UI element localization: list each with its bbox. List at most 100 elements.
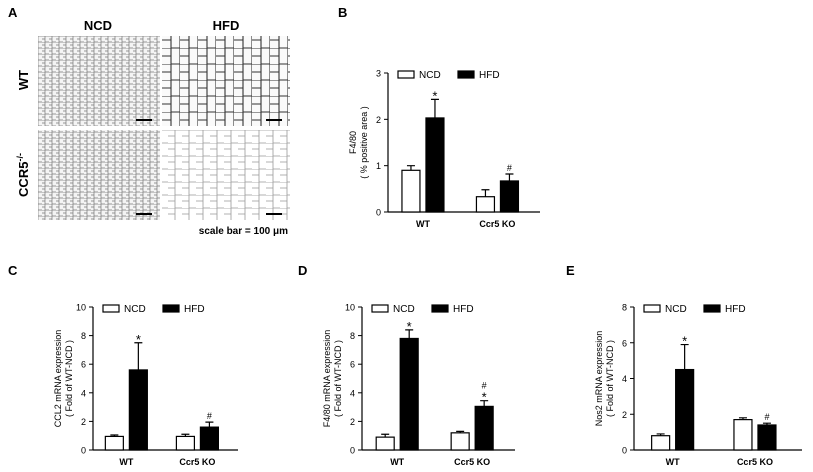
y-tick-label: 10 — [345, 303, 355, 313]
bar — [128, 369, 148, 451]
legend-swatch — [457, 70, 475, 79]
error-bar — [181, 433, 190, 437]
bar — [399, 337, 419, 451]
x-tick-label: WT — [416, 219, 430, 229]
y-axis-label: Nos2 mRNA expression — [594, 331, 604, 427]
bar — [104, 435, 124, 451]
legend-label: NCD — [419, 70, 441, 81]
significance-mark: # — [207, 411, 212, 421]
bar — [757, 424, 777, 451]
y-tick-label: 4 — [81, 388, 86, 398]
bar — [175, 435, 195, 451]
x-tick-label: Ccr5 KO — [454, 457, 490, 467]
x-tick-label: WT — [390, 457, 404, 467]
x-tick-label: Ccr5 KO — [737, 457, 773, 467]
error-bar — [738, 417, 747, 420]
row-label-superscript: -/- — [15, 153, 25, 162]
row-label-text: CCR5 — [16, 162, 31, 197]
legend-label: HFD — [479, 70, 500, 81]
y-tick-label: 10 — [76, 303, 86, 313]
x-tick-label: Ccr5 KO — [179, 457, 215, 467]
bar — [474, 405, 494, 451]
x-tick-label: WT — [666, 457, 680, 467]
error-bar — [405, 329, 414, 339]
error-bar — [430, 98, 439, 118]
legend-swatch — [102, 304, 120, 313]
x-tick-label: Ccr5 KO — [479, 219, 515, 229]
y-tick-label: 1 — [376, 161, 381, 171]
legend-swatch — [397, 70, 415, 79]
legend-swatch — [703, 304, 721, 313]
y-tick-label: 2 — [81, 417, 86, 427]
y-axis-label: CCL2 mRNA expression — [53, 330, 63, 428]
y-axis-label: ( Fold of WT-NCD ) — [64, 340, 74, 417]
legend-swatch — [431, 304, 449, 313]
bar — [450, 432, 470, 451]
bar — [675, 368, 695, 451]
error-bar — [406, 165, 415, 171]
y-tick-label: 2 — [350, 417, 355, 427]
legend-label: HFD — [725, 304, 746, 315]
y-tick-label: 0 — [376, 208, 381, 218]
legend-label: HFD — [453, 304, 474, 315]
significance-mark: # — [764, 412, 769, 422]
panel-letter: A — [8, 5, 18, 20]
legend-swatch — [162, 304, 180, 313]
significance-mark: * — [136, 332, 141, 347]
bar — [475, 196, 496, 213]
y-tick-label: 6 — [81, 360, 86, 370]
legend-swatch — [371, 304, 389, 313]
panel-letter: D — [298, 263, 307, 278]
error-bar — [456, 430, 465, 433]
legend-label: NCD — [124, 304, 146, 315]
y-axis-label: ( Fold of WT-NCD ) — [333, 340, 343, 417]
legend-label: HFD — [184, 304, 205, 315]
significance-mark: * — [407, 319, 412, 334]
y-tick-label: 4 — [622, 374, 627, 384]
significance-mark: * — [432, 88, 437, 103]
histology-image — [38, 36, 160, 126]
y-axis-label: ( % positive area ) — [359, 106, 369, 179]
bar — [425, 117, 445, 213]
bar — [651, 435, 671, 451]
y-tick-label: 0 — [350, 446, 355, 456]
error-bar — [480, 400, 489, 407]
histology-image — [162, 130, 290, 220]
error-bar — [505, 173, 514, 181]
panel-letter: C — [8, 263, 18, 278]
significance-mark: # — [482, 381, 487, 391]
y-axis-label: ( Fold of WT-NCD ) — [605, 340, 615, 417]
error-bar — [762, 422, 771, 425]
y-axis-label: F4/80 mRNA expression — [322, 330, 332, 428]
bar — [199, 426, 219, 451]
bar — [401, 169, 421, 213]
y-tick-label: 0 — [622, 446, 627, 456]
error-bar — [481, 189, 490, 197]
y-tick-label: 8 — [81, 331, 86, 341]
y-tick-label: 2 — [376, 115, 381, 125]
error-bar — [205, 421, 214, 428]
error-bar — [656, 433, 665, 436]
y-tick-label: 8 — [350, 331, 355, 341]
panel-letter: B — [338, 5, 347, 20]
error-bar — [381, 433, 390, 438]
y-tick-label: 8 — [622, 303, 627, 313]
significance-mark: * — [682, 334, 687, 349]
scale-bar-label: scale bar = 100 μm — [199, 226, 288, 237]
y-tick-label: 2 — [622, 410, 627, 420]
row-label: CCR5-/- — [15, 153, 31, 197]
legend-label: NCD — [393, 304, 415, 315]
y-tick-label: 0 — [81, 446, 86, 456]
panel-letter: E — [566, 263, 575, 278]
row-label: WT — [16, 70, 31, 90]
bar — [733, 419, 753, 451]
bar — [499, 180, 520, 213]
y-tick-label: 3 — [376, 69, 381, 79]
y-axis-label: F4/80 — [348, 131, 358, 154]
column-label: HFD — [213, 18, 240, 33]
y-tick-label: 4 — [350, 388, 355, 398]
bar — [375, 436, 395, 451]
y-tick-label: 6 — [622, 338, 627, 348]
significance-mark: * — [482, 390, 487, 405]
histology-image — [38, 130, 160, 220]
